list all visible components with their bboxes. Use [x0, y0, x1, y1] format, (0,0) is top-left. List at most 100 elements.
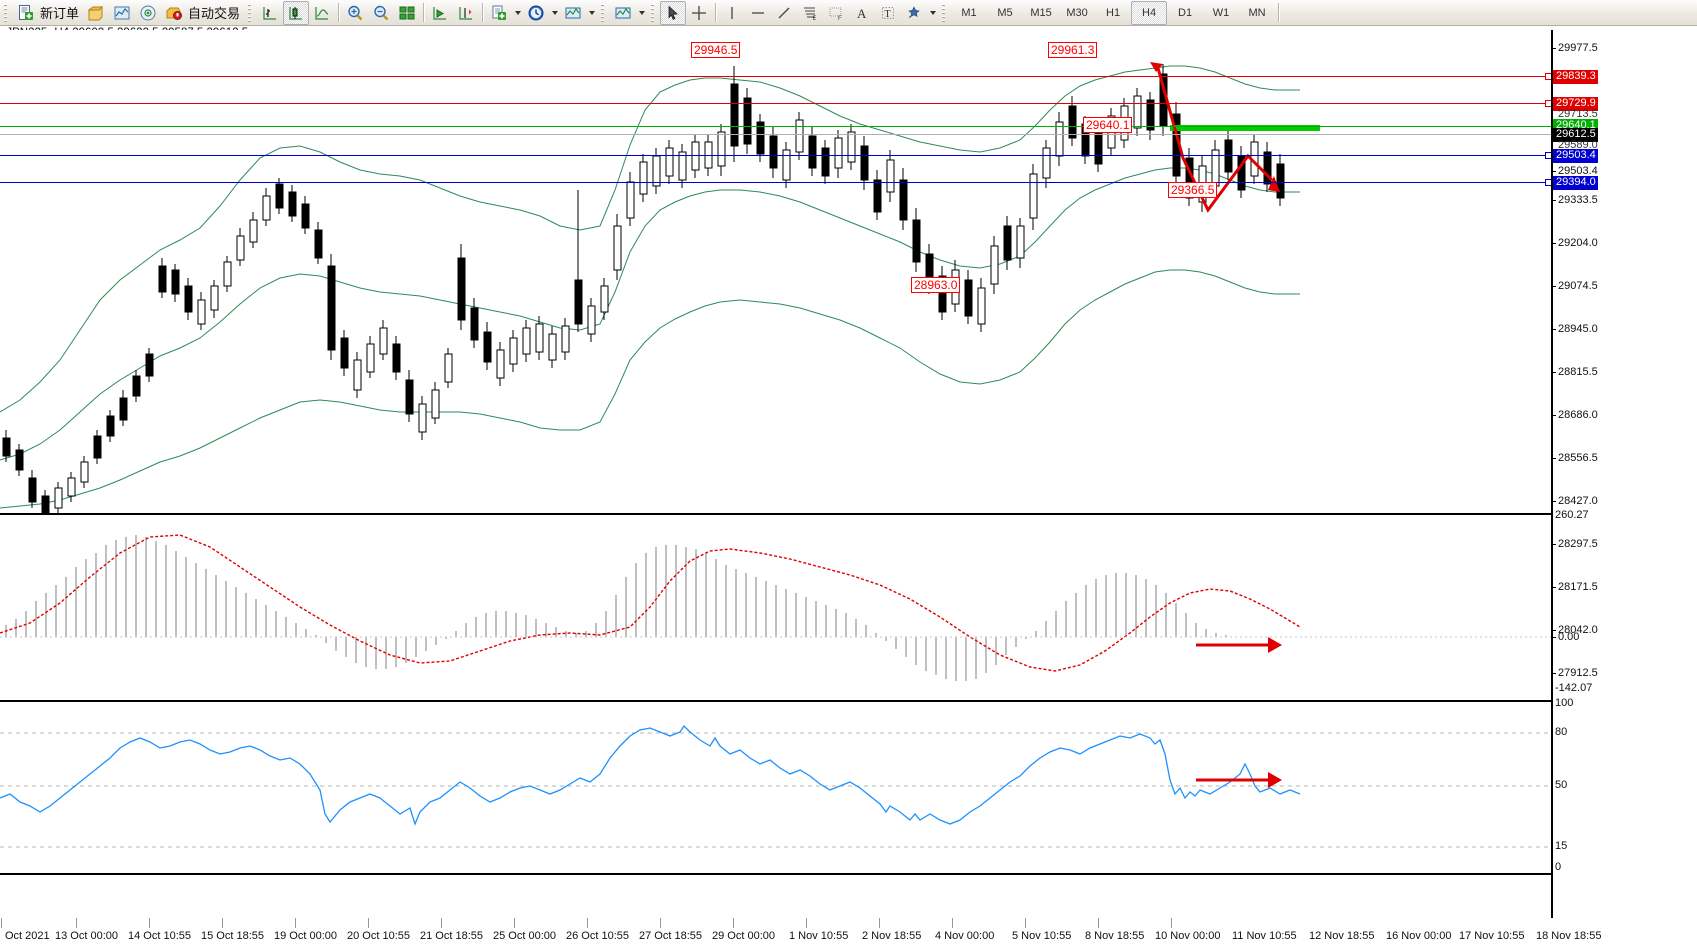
rsi-pane-top-border — [0, 700, 1551, 702]
new-order-label[interactable]: 新订单 — [40, 6, 80, 21]
channel-icon[interactable]: F — [823, 1, 849, 25]
price-tag-29612[interactable]: 29612.5 — [1553, 128, 1598, 142]
terminal-icon[interactable] — [161, 1, 187, 25]
timeframe-h1[interactable]: H1 — [1106, 6, 1121, 19]
period-dropdown-icon[interactable] — [549, 2, 560, 24]
timeframe-w1[interactable]: W1 — [1212, 6, 1230, 19]
annotation-29640[interactable]: 29640.1 — [1083, 117, 1133, 133]
toolbar-grip-4[interactable] — [649, 2, 659, 23]
price-tick-10 — [1553, 501, 1556, 502]
navigator-icon[interactable] — [135, 1, 161, 25]
price-label-28042: 28042.0 — [1558, 624, 1598, 636]
time-label-1: 13 Oct 00:00 — [55, 930, 118, 942]
macd-signal-line — [0, 534, 1301, 672]
red-zigzag-arrowhead-2 — [1150, 62, 1163, 72]
level-line-2[interactable] — [0, 182, 1551, 183]
time-label-12: 2 Nov 18:55 — [862, 930, 922, 942]
price-tag-29394[interactable]: 29394.0 — [1553, 176, 1598, 190]
add-indicator-icon[interactable] — [486, 1, 512, 25]
price-label-29713: 29713.5 — [1558, 108, 1598, 120]
objects-icon[interactable] — [901, 1, 927, 25]
objects-dropdown-icon[interactable] — [927, 2, 938, 24]
text-icon[interactable]: A — [849, 1, 875, 25]
templates-icon[interactable] — [560, 1, 586, 25]
annotation-28963[interactable]: 28963.0 — [911, 277, 961, 293]
macd-tick-0 — [1553, 637, 1556, 638]
add-indicator-dropdown-icon[interactable] — [512, 2, 523, 24]
tile-windows-icon[interactable] — [394, 1, 420, 25]
price-label-28686: 28686.0 — [1558, 409, 1598, 421]
templates-icon-2[interactable] — [610, 1, 636, 25]
time-tick — [879, 918, 880, 928]
main-price-pane[interactable] — [0, 30, 1552, 520]
time-label-18: 12 Nov 18:55 — [1309, 930, 1375, 942]
annotation-29961[interactable]: 29961.3 — [1048, 42, 1098, 58]
timeframe-h4[interactable]: H4 — [1131, 0, 1168, 25]
price-label-29204: 29204.0 — [1558, 237, 1598, 249]
price-label-28945: 28945.0 — [1558, 323, 1598, 335]
timeframe-m30[interactable]: M30 — [1066, 6, 1088, 19]
rsi-line — [0, 724, 1301, 826]
toolbar-grip-3[interactable] — [599, 2, 609, 23]
bollinger-upper-band — [0, 65, 1300, 413]
price-tick-6 — [1553, 329, 1556, 330]
time-label-3: 15 Oct 18:55 — [201, 930, 264, 942]
time-tick — [1098, 918, 1099, 928]
macd-pane[interactable] — [0, 515, 1551, 693]
auto-scroll-icon[interactable] — [427, 1, 453, 25]
chart-shift-icon[interactable] — [453, 1, 479, 25]
price-label-28427: 28427.0 — [1558, 495, 1598, 507]
time-label-0: Oct 2021 — [5, 930, 50, 942]
bar-chart-icon[interactable] — [257, 1, 283, 25]
annotation-29366[interactable]: 29366.5 — [1168, 182, 1218, 198]
zoom-in-icon[interactable] — [342, 1, 368, 25]
support-line-1[interactable] — [0, 126, 1551, 127]
timeframe-m1[interactable]: M1 — [961, 6, 977, 19]
auto-trading-label[interactable]: 自动交易 — [188, 6, 241, 21]
macd-svg — [0, 534, 1551, 681]
bollinger-middle-band — [0, 167, 1300, 461]
macd-label-neg142: -142.07 — [1555, 682, 1593, 694]
candlestick-chart-icon[interactable] — [283, 0, 310, 25]
resistance-line-2[interactable] — [0, 103, 1551, 104]
text-label-icon[interactable]: T — [875, 1, 901, 25]
profiles-icon[interactable] — [83, 1, 109, 25]
time-tick — [222, 918, 223, 928]
toolbar-grip[interactable] — [2, 2, 11, 23]
trendline-icon[interactable] — [771, 1, 797, 25]
macd-histogram — [5, 535, 1227, 681]
toolbar-grip-2[interactable] — [246, 2, 256, 23]
price-tag-29839[interactable]: 29839.3 — [1553, 70, 1598, 84]
rsi-label-15: 15 — [1555, 840, 1568, 852]
timeframe-d1[interactable]: D1 — [1178, 6, 1193, 19]
price-label-29589: 29589.0 — [1558, 139, 1598, 151]
time-label-14: 5 Nov 10:55 — [1012, 930, 1072, 942]
price-tick-12 — [1553, 587, 1556, 588]
timeframe-m15[interactable]: M15 — [1030, 6, 1052, 19]
rsi-trend-arrowhead — [1268, 772, 1282, 788]
templates-dropdown-icon[interactable] — [586, 2, 597, 24]
rsi-pane[interactable] — [0, 702, 1551, 875]
price-tag-29503[interactable]: 29503.4 — [1553, 149, 1598, 163]
crosshair-icon[interactable] — [686, 1, 712, 25]
annotation-29946[interactable]: 29946.5 — [691, 42, 741, 58]
bid-line[interactable] — [0, 134, 1551, 135]
vertical-line-icon[interactable] — [719, 1, 745, 25]
fibonacci-icon[interactable]: E — [797, 1, 823, 25]
period-icon[interactable] — [523, 1, 549, 25]
macd-pane-top-border — [0, 513, 1551, 515]
cursor-icon[interactable] — [660, 0, 687, 25]
line-chart-icon[interactable] — [309, 1, 335, 25]
price-tag-29729[interactable]: 29729.9 — [1553, 97, 1598, 111]
timeframe-m5[interactable]: M5 — [997, 6, 1013, 19]
level-line-1[interactable] — [0, 155, 1551, 156]
timeframe-mn[interactable]: MN — [1248, 6, 1266, 19]
zoom-out-icon[interactable] — [368, 1, 394, 25]
toolbar-grip-5[interactable] — [940, 2, 950, 23]
resistance-line-1[interactable] — [0, 76, 1551, 77]
templates-dropdown-icon-2[interactable] — [636, 2, 647, 24]
market-watch-icon[interactable] — [109, 1, 135, 25]
horizontal-line-icon[interactable] — [745, 1, 771, 25]
new-order-icon[interactable] — [13, 1, 39, 25]
price-tick-14 — [1553, 673, 1556, 674]
